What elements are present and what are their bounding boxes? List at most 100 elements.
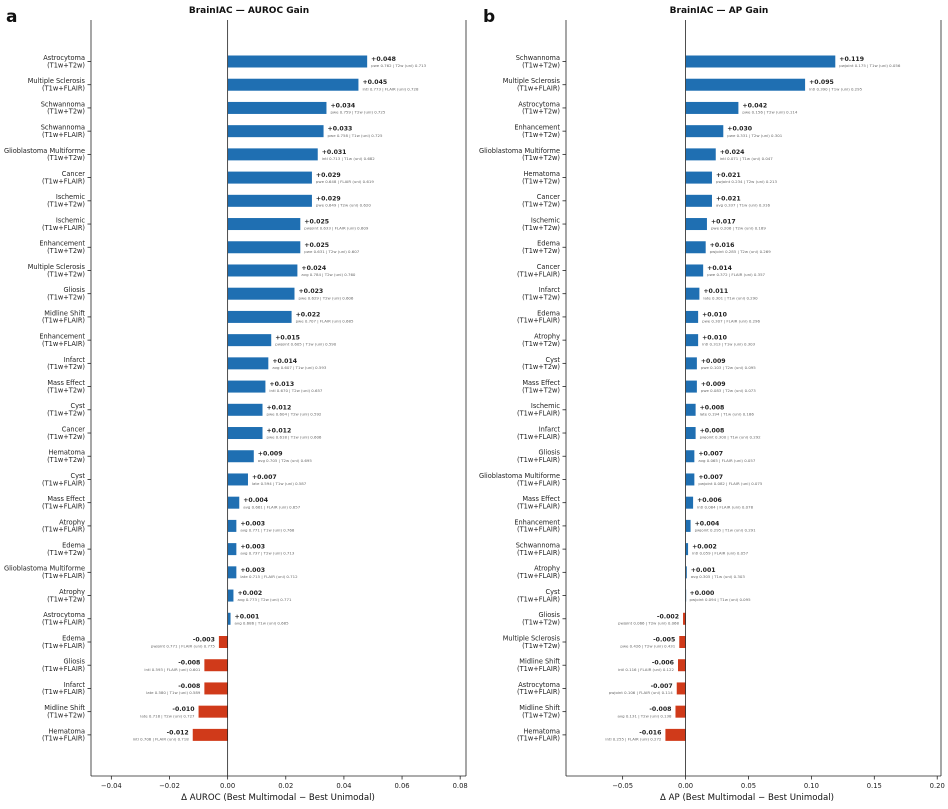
panel-b-category-modalities: (T1w+FLAIR) bbox=[517, 479, 560, 487]
panel-b-detail-label: intl 0.071 | T1w (uni) 0.047 bbox=[720, 156, 774, 161]
panel-a-x-tick-label: 0.00 bbox=[220, 782, 235, 790]
panel-b-value-label: +0.042 bbox=[742, 102, 767, 109]
panel-a-category-modalities: (T1w+T2w) bbox=[47, 433, 85, 441]
panel-b-category-modalities: (T1w+T2w) bbox=[522, 154, 560, 162]
panel-a-category-modalities: (T1w+T2w) bbox=[47, 270, 85, 278]
panel-a-category-label: Multiple Sclerosis bbox=[28, 263, 86, 271]
panel-a-category-label: Astrocytoma bbox=[43, 54, 85, 62]
panel-b-detail-label: intl 0.390 | T1w (uni) 0.295 bbox=[809, 86, 863, 91]
panel-b-category-label: Atrophy bbox=[534, 333, 560, 341]
panel-b-value-label: +0.021 bbox=[716, 172, 741, 179]
panel-b-x-tick-label: 0.20 bbox=[930, 782, 945, 790]
panel-b-x-tick-label: −0.05 bbox=[612, 782, 633, 790]
panel-b-letter: b bbox=[483, 7, 495, 27]
panel-a-category-label: Schwannoma bbox=[41, 124, 85, 132]
panel-a-detail-label: late 0.718 | T2w (uni) 0.727 bbox=[140, 713, 195, 718]
panel-b-bar bbox=[685, 78, 806, 91]
panel-b-value-label: +0.008 bbox=[700, 428, 725, 435]
panel-b-bar bbox=[685, 264, 704, 277]
panel-b-value-label: +0.016 bbox=[710, 242, 735, 249]
panel-a-value-label: +0.023 bbox=[298, 288, 323, 295]
panel-b-value-label: -0.006 bbox=[652, 660, 674, 667]
panel-b-bar bbox=[679, 636, 686, 648]
panel-b-category-label: Edema bbox=[537, 309, 560, 317]
panel-b-category-label: Gliosis bbox=[538, 449, 560, 457]
panel-b-category-modalities: (T1w+FLAIR) bbox=[517, 317, 560, 325]
panel-a-detail-label: pwjoint 0.771 | FLAIR (uni) 0.775 bbox=[151, 644, 216, 649]
panel-b-bar bbox=[685, 543, 689, 556]
panel-a-detail-label: intl 0.773 | FLAIR (uni) 0.728 bbox=[362, 86, 419, 91]
panel-a-category-modalities: (T1w+T2w) bbox=[47, 247, 85, 255]
panel-a-axes: −0.04 −0.02 0.00 0.02 0.04 0.06 0.08 Astrocytom… bbox=[4, 20, 468, 790]
panel-a-detail-label: late 0.715 | FLAIR (uni) 0.712 bbox=[240, 574, 298, 579]
panel-a-detail-label: pwe 0.762 | T2w (uni) 0.713 bbox=[371, 63, 426, 68]
panel-b-category-label: Glioblastoma Multiforme bbox=[479, 147, 560, 155]
panel-a-category-modalities: (T1w+FLAIR) bbox=[42, 619, 85, 627]
panel-a-category-modalities: (T1w+T2w) bbox=[47, 410, 85, 418]
panel-a-value-label: +0.015 bbox=[275, 335, 300, 342]
panel-b-detail-label: avg 0.131 | T2w (uni) 0.138 bbox=[617, 713, 672, 718]
panel-b-value-label: +0.010 bbox=[702, 335, 727, 342]
panel-b-bar bbox=[685, 218, 707, 231]
panel-b-bar bbox=[685, 450, 695, 463]
panel-b-category-label: Multiple Sclerosis bbox=[503, 634, 561, 642]
panel-b-bar bbox=[685, 125, 724, 138]
panel-b-detail-label: pwjoint 0.175 | T1w (uni) 0.056 bbox=[839, 63, 901, 68]
panel-b-category-modalities: (T1w+FLAIR) bbox=[517, 688, 560, 696]
panel-b-value-label: +0.006 bbox=[697, 497, 722, 504]
panel-b-value-label: +0.095 bbox=[809, 79, 834, 86]
panel-b-detail-label: late 0.194 | T1w (uni) 0.186 bbox=[700, 411, 755, 416]
panel-a-value-label: +0.025 bbox=[304, 242, 329, 249]
panel-b-bar bbox=[685, 473, 695, 486]
panel-b-bar bbox=[683, 612, 686, 625]
panel-b-category-modalities: (T1w+FLAIR) bbox=[517, 433, 560, 441]
panel-b-detail-label: pwe 0.156 | T2w (uni) 0.114 bbox=[742, 110, 797, 115]
panel-a-value-label: +0.002 bbox=[237, 590, 262, 597]
panel-b-category-label: Astrocytoma bbox=[518, 681, 560, 689]
panel-a-detail-label: avg 0.737 | T2w (uni) 0.713 bbox=[240, 551, 295, 556]
panel-b-bar bbox=[677, 659, 686, 672]
panel-a-detail-label: pwe 0.759 | T2w (uni) 0.725 bbox=[330, 110, 385, 115]
panel-b-category-modalities: (T1w+FLAIR) bbox=[517, 526, 560, 534]
panel-a-value-label: +0.029 bbox=[316, 195, 341, 202]
panel-b-category-label: Hematoma bbox=[523, 170, 560, 178]
panel-b-value-label: +0.119 bbox=[839, 56, 864, 63]
panel-b-value-label: +0.030 bbox=[727, 126, 752, 133]
panel-b-bar bbox=[665, 728, 686, 741]
panel-a-bar bbox=[227, 241, 301, 254]
panel-a-value-label: +0.031 bbox=[322, 149, 347, 156]
panel-b-axes: −0.05 0.00 0.05 0.10 0.15 0.20Schwannoma(T1w+… bbox=[479, 20, 945, 790]
panel-a-detail-label: late 0.580 | T1w (uni) 0.589 bbox=[146, 690, 201, 695]
panel-a-bar bbox=[204, 682, 228, 695]
panel-b-detail-label: pwjoint 0.106 | FLAIR (uni) 0.114 bbox=[609, 690, 674, 695]
panel-b-x-tick-label: 0.00 bbox=[678, 782, 693, 790]
panel-a-category-label: Atrophy bbox=[59, 588, 85, 596]
panel-a-value-label: +0.025 bbox=[304, 219, 329, 226]
panel-a-value-label: -0.008 bbox=[178, 660, 200, 667]
panel-b-detail-label: intl 0.059 | FLAIR (uni) 0.057 bbox=[692, 551, 749, 556]
panel-a-bar bbox=[227, 566, 237, 579]
panel-a-category-label: Ischemic bbox=[56, 193, 85, 201]
panel-a-x-tick-label: 0.08 bbox=[453, 782, 468, 790]
panel-b-x-tick-label: 0.10 bbox=[804, 782, 819, 790]
panel-b-bar bbox=[685, 101, 739, 114]
panel-a-category-modalities: (T1w+T2w) bbox=[47, 154, 85, 162]
panel-a-category-label: Ischemic bbox=[56, 216, 85, 224]
panel-a-category-label: Cyst bbox=[70, 402, 85, 410]
panel-b-detail-label: avg 0.337 | T1w (uni) 0.316 bbox=[716, 202, 771, 207]
panel-a-detail-label: avg 0.784 | T2w (uni) 0.760 bbox=[301, 272, 356, 277]
panel-b-bar bbox=[685, 55, 836, 68]
panel-a-category-label: Glioblastoma Multiforme bbox=[4, 565, 85, 573]
panel-a-detail-label: intl 0.670 | T2w (uni) 0.657 bbox=[269, 388, 323, 393]
panel-a-category-label: Gliosis bbox=[63, 658, 85, 666]
panel-a-bar bbox=[227, 264, 298, 277]
panel-b-category-modalities: (T1w+T2w) bbox=[522, 108, 560, 116]
panel-b-detail-label: pwjoint 0.300 | T1w (uni) 0.292 bbox=[700, 435, 762, 440]
panel-b-category-label: Mass Effect bbox=[522, 495, 560, 503]
panel-b-value-label: -0.007 bbox=[651, 683, 673, 690]
panel-b-detail-label: pwe 0.372 | FLAIR (uni) 0.357 bbox=[707, 272, 765, 277]
panel-b-bar bbox=[676, 682, 686, 695]
panel-b-category-modalities: (T1w+FLAIR) bbox=[517, 85, 560, 93]
